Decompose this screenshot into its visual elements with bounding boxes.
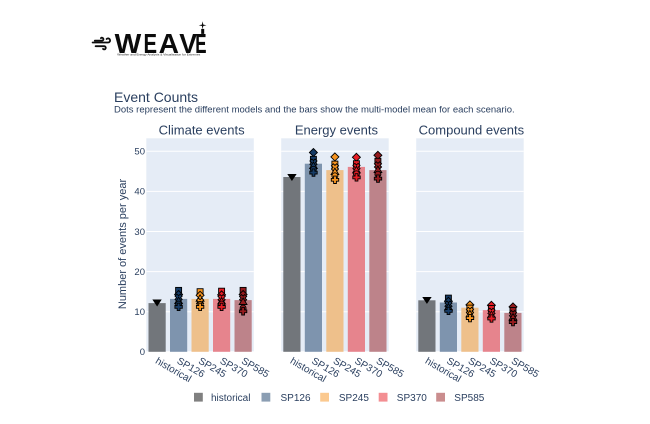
svg-text:0: 0	[140, 347, 145, 358]
svg-text:W: W	[115, 27, 142, 59]
svg-text:Compound events: Compound events	[419, 122, 525, 137]
svg-text:Energy events: Energy events	[295, 122, 379, 137]
svg-text:Number of events per year: Number of events per year	[117, 179, 129, 310]
svg-text:SP370: SP370	[397, 393, 427, 404]
svg-text:historical: historical	[211, 393, 250, 404]
svg-text:40: 40	[134, 187, 145, 198]
svg-text:Climate events: Climate events	[159, 122, 245, 137]
svg-text:SP245: SP245	[339, 393, 369, 404]
svg-text:SP126: SP126	[281, 393, 311, 404]
svg-text:30: 30	[134, 227, 145, 238]
svg-text:Weather and Energy Analysis &: Weather and Energy Analysis & Visualisat…	[117, 53, 200, 57]
svg-text:Dots represent the different m: Dots represent the different models and …	[114, 105, 515, 116]
svg-text:Event Counts: Event Counts	[114, 89, 198, 105]
svg-text:E: E	[195, 28, 206, 60]
svg-text:V: V	[179, 28, 198, 60]
svg-text:10: 10	[134, 307, 145, 318]
svg-text:A: A	[159, 27, 179, 59]
svg-text:E: E	[144, 29, 158, 60]
svg-text:SP585: SP585	[454, 393, 484, 404]
svg-text:50: 50	[134, 147, 145, 158]
svg-text:20: 20	[134, 267, 145, 278]
